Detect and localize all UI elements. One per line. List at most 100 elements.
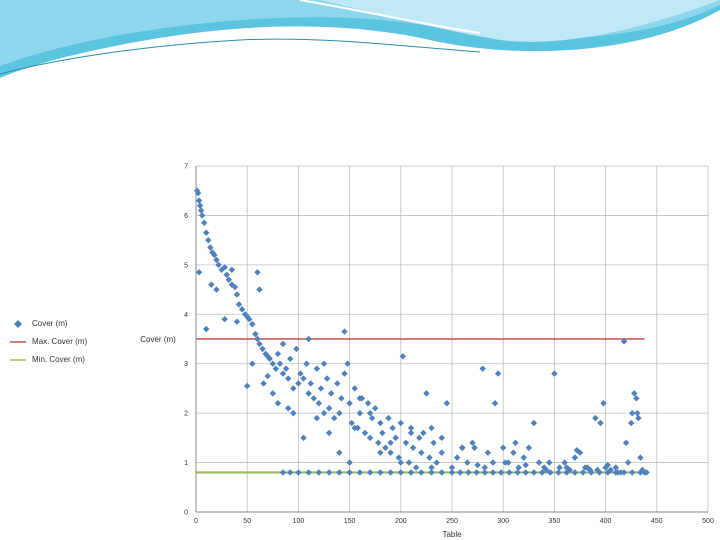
legend-label-cover: Cover (m)	[32, 319, 68, 328]
legend-label-min-cover: Min. Cover (m)	[32, 355, 85, 364]
data-point	[473, 469, 480, 476]
data-point	[387, 469, 394, 476]
data-point	[459, 444, 466, 451]
data-point	[407, 424, 415, 432]
data-point	[372, 405, 379, 412]
data-point	[327, 390, 335, 397]
data-point	[405, 459, 413, 466]
data-point	[351, 424, 358, 432]
data-point	[361, 429, 369, 437]
data-point	[395, 454, 402, 461]
data-point	[428, 469, 435, 476]
data-point	[481, 464, 488, 471]
data-point	[412, 464, 420, 471]
data-point	[525, 444, 532, 451]
data-point	[344, 360, 351, 367]
x-tick-label: 300	[497, 518, 509, 525]
data-point	[377, 449, 384, 456]
data-point	[563, 469, 570, 476]
x-tick-label: 0	[194, 518, 198, 525]
data-point	[313, 365, 321, 372]
data-point	[287, 469, 294, 476]
data-point	[346, 400, 353, 407]
data-point	[274, 350, 282, 358]
data-point	[366, 409, 374, 417]
data-point	[254, 269, 261, 276]
data-point	[272, 365, 280, 372]
data-point	[448, 464, 456, 471]
data-point	[551, 370, 558, 377]
data-point	[469, 439, 476, 446]
data-point	[364, 400, 372, 407]
data-point	[276, 360, 284, 367]
data-point	[604, 461, 611, 469]
data-point	[246, 316, 253, 323]
data-point	[323, 375, 331, 382]
legend-item-cover: Cover (m)	[6, 318, 126, 336]
data-point	[522, 461, 529, 469]
data-point	[456, 469, 464, 476]
diamond-marker-icon	[14, 320, 22, 328]
data-point	[282, 365, 290, 372]
chart-legend: Cover (m) Max. Cover (m) Min. Cover (m)	[6, 318, 126, 372]
data-point	[252, 330, 259, 338]
data-point	[259, 345, 266, 353]
data-point	[489, 459, 497, 466]
data-point	[260, 380, 267, 387]
data-point	[602, 464, 609, 471]
data-point	[631, 390, 638, 397]
data-point	[520, 454, 527, 461]
data-point	[377, 469, 384, 476]
data-point	[571, 454, 579, 461]
x-tick-label: 450	[651, 518, 663, 525]
data-point	[221, 316, 228, 323]
data-point	[530, 419, 538, 427]
data-point	[197, 207, 205, 214]
data-point	[514, 469, 521, 476]
data-point	[596, 469, 603, 476]
data-point	[249, 320, 256, 328]
data-point	[629, 409, 636, 417]
data-point	[637, 454, 644, 461]
data-point	[290, 385, 297, 392]
data-point	[620, 469, 628, 476]
data-point	[497, 469, 505, 476]
data-point	[573, 447, 581, 454]
data-point	[530, 469, 538, 476]
y-tick-label: 1	[184, 460, 188, 467]
data-point	[389, 424, 396, 432]
data-point	[348, 419, 355, 427]
data-point	[418, 449, 425, 456]
data-point	[522, 469, 529, 476]
data-point	[221, 264, 228, 271]
data-point	[238, 306, 246, 313]
data-point	[203, 325, 210, 333]
data-point	[215, 261, 222, 269]
data-point	[284, 405, 292, 412]
data-point	[366, 434, 374, 442]
data-point	[438, 449, 445, 456]
data-point	[510, 449, 517, 456]
y-tick-label: 6	[184, 213, 188, 220]
data-point	[341, 328, 348, 335]
data-point	[428, 464, 435, 471]
data-point	[500, 444, 507, 451]
data-point	[300, 434, 307, 442]
data-point	[356, 395, 364, 402]
data-point	[547, 469, 554, 476]
data-point	[254, 335, 261, 343]
data-point	[416, 434, 423, 442]
data-point	[397, 459, 404, 466]
data-point	[256, 286, 263, 293]
data-point	[368, 414, 376, 422]
data-point	[264, 372, 271, 380]
data-point	[256, 340, 263, 348]
scatter-points	[193, 187, 650, 476]
data-point	[407, 469, 415, 476]
data-point	[561, 459, 568, 466]
data-point	[341, 370, 348, 377]
data-point	[579, 469, 587, 476]
data-point	[604, 469, 611, 476]
decorative-banner	[0, 0, 720, 78]
